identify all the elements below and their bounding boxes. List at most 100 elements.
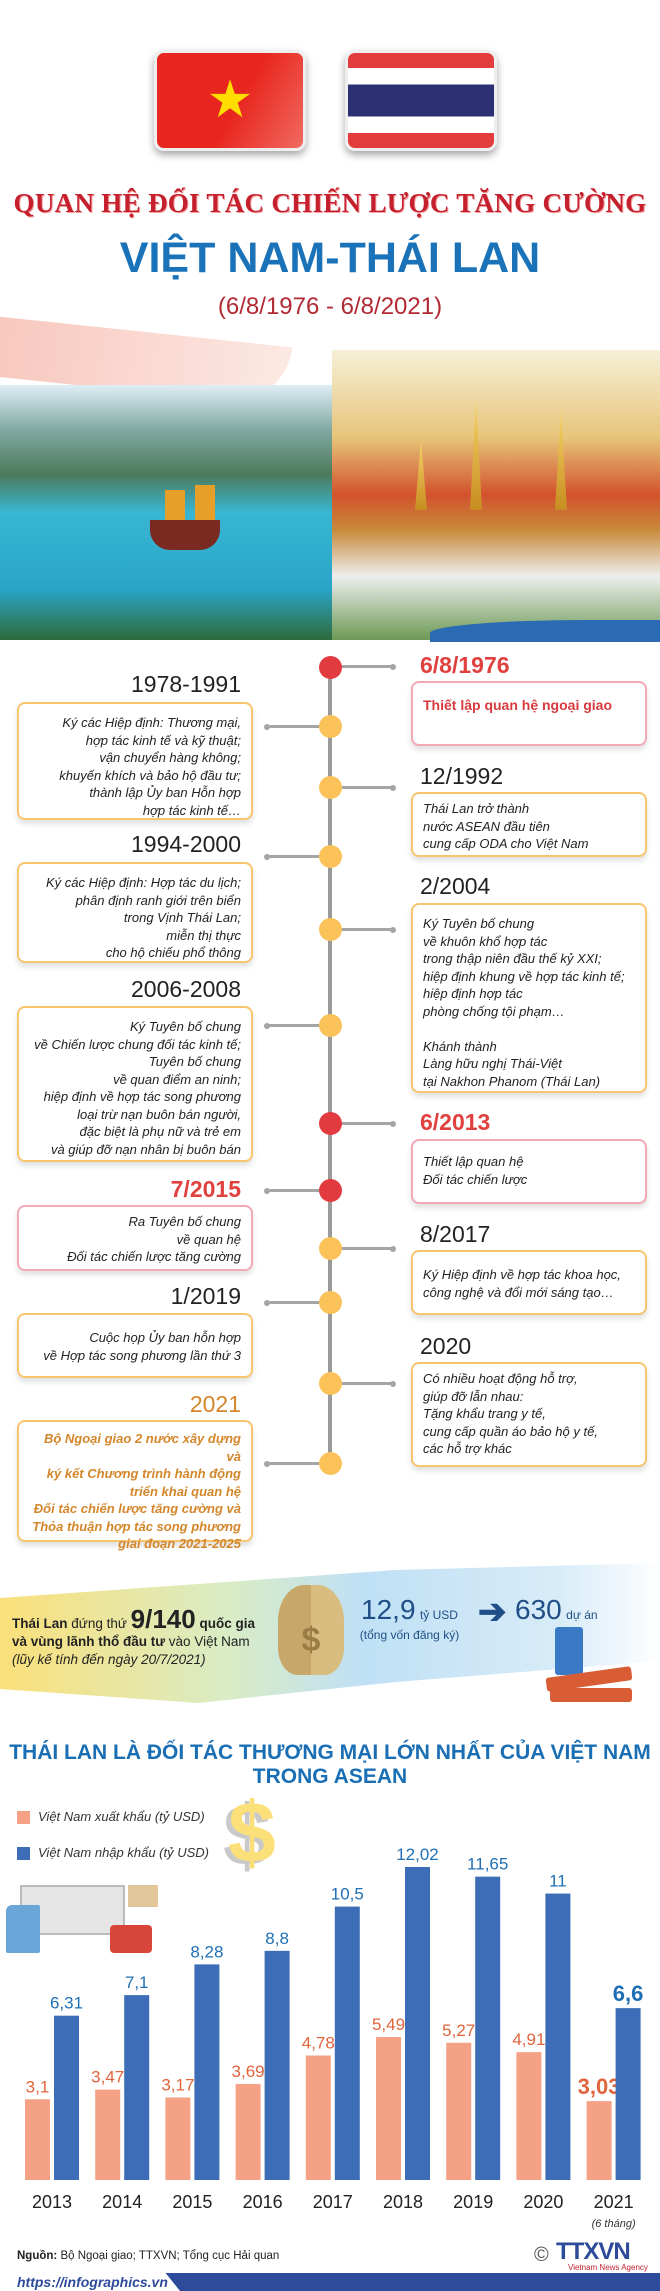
timeline-dot: [319, 1452, 342, 1475]
data-label: 3,17: [161, 2075, 194, 2094]
event-date: 1978-1991: [131, 671, 241, 697]
chart-title-line2: TRONG ASEAN: [252, 1765, 408, 1788]
forklift-icon: [110, 1925, 152, 1953]
money-bag-icon: $: [278, 1585, 344, 1675]
x-tick-note: (6 tháng): [592, 2218, 636, 2230]
data-label: 3,69: [232, 2062, 265, 2081]
event-date: 2021: [189, 1391, 241, 1417]
logo-subtitle: Vietnam News Agency: [568, 2263, 648, 2272]
boat-sail: [195, 485, 215, 520]
rank-prefix: đứng thứ: [71, 1616, 127, 1631]
capital-value: 12,9: [361, 1594, 416, 1625]
website-link[interactable]: https://infographics.vn: [17, 2274, 168, 2290]
event-box: Thiết lập quan hệ ngoại giao: [411, 681, 647, 746]
event-box: Thiết lập quan hệ Đối tác chiến lược: [411, 1139, 647, 1204]
x-tick-label: 2014: [102, 2192, 142, 2212]
bar-import: [54, 2015, 79, 2180]
capital-stat: 12,9 tỷ USD (tổng vốn đăng ký): [352, 1594, 467, 1644]
x-tick-label: 2013: [32, 2192, 72, 2212]
bar-import: [334, 1906, 360, 2180]
bar-import: [405, 1867, 430, 2180]
x-tick-label: 2016: [243, 2192, 283, 2212]
capital-unit: tỷ USD: [419, 1608, 458, 1622]
bar-export: [376, 2037, 401, 2180]
data-label: 5,27: [442, 2021, 475, 2040]
bar-import: [194, 1964, 220, 2180]
connector: [264, 853, 330, 860]
data-label: 4,91: [512, 2030, 545, 2049]
rank-value: 9/140: [130, 1604, 196, 1634]
projects-value: 630: [515, 1594, 562, 1625]
legend-swatch-export: [17, 1811, 30, 1824]
connector: [264, 1460, 330, 1467]
connector: [264, 1299, 330, 1306]
bar-import: [615, 2008, 641, 2180]
event-box: Thái Lan trở thành nước ASEAN đầu tiên c…: [411, 792, 647, 857]
data-label: 12,02: [396, 1845, 439, 1864]
data-label: 5,49: [372, 2015, 405, 2034]
event-date: 12/1992: [420, 763, 504, 789]
copyright-icon: ©: [534, 2244, 549, 2266]
connector: [264, 723, 330, 730]
timeline-dot: [319, 845, 342, 868]
connector: [330, 926, 396, 933]
thailand-flag: [345, 50, 497, 151]
page-title: VIỆT NAM-THÁI LAN: [119, 234, 541, 282]
connector: [330, 1380, 396, 1387]
vietnam-flag: ★: [154, 50, 306, 151]
connector: [264, 1187, 330, 1194]
data-label: 11,65: [467, 1855, 508, 1874]
data-label: 8,8: [265, 1929, 289, 1948]
rank-line2: vào Việt Nam: [168, 1634, 250, 1649]
timeline-dot: [319, 918, 342, 941]
data-label: 3,03: [578, 2074, 621, 2099]
event-date: 8/2017: [420, 1221, 491, 1247]
projects-stat: 630 dự án: [515, 1594, 598, 1626]
event-box: Ký Tuyên bố chung về khuôn khổ hợp tác t…: [411, 903, 647, 1093]
bar-export: [305, 2055, 331, 2180]
event-box: Ký Tuyên bố chung về Chiến lược chung đố…: [17, 1006, 253, 1162]
data-label: 3,47: [91, 2068, 124, 2087]
arrow-right-icon: ➔: [478, 1593, 507, 1631]
bar-export: [95, 2089, 121, 2180]
event-date: 1/2019: [170, 1283, 241, 1309]
bar-export: [235, 2083, 261, 2180]
title-line1: QUAN HỆ ĐỐI TÁC CHIẾN LƯỢC TĂNG CƯỜNG: [13, 188, 647, 218]
chart-title-line1: THÁI LAN LÀ ĐỐI TÁC THƯƠNG MẠI LỚN NHẤT …: [9, 1741, 651, 1764]
timeline-dot: [319, 1179, 342, 1202]
data-label: 10,5: [331, 1885, 364, 1904]
connector: [330, 663, 396, 670]
timeline-dot: [319, 1291, 342, 1314]
decorative-wave: [430, 620, 660, 642]
event-box: Ký Hiệp định về hợp tác khoa học, công n…: [411, 1250, 647, 1315]
country: Thái Lan: [12, 1616, 68, 1631]
event-box: Ra Tuyên bố chung về quan hệ Đối tác chi…: [17, 1205, 253, 1271]
bar-export: [516, 2052, 542, 2180]
star-icon: ★: [206, 70, 254, 129]
footer-bar: [0, 2273, 660, 2291]
event-box: Bộ Ngoại giao 2 nước xây dựng và ký kết …: [17, 1420, 253, 1551]
timeline-dot: [319, 656, 342, 679]
rank-line2-bold: và vùng lãnh thổ đầu tư: [12, 1634, 166, 1649]
event-date: 6/2013: [420, 1109, 491, 1135]
data-label: 7,1: [125, 1973, 149, 1992]
timeline-dot: [319, 1014, 342, 1037]
event-date: 6/8/1976: [420, 652, 510, 678]
event-box: Cuộc họp Ủy ban hỗn hợp về Hợp tác song …: [17, 1313, 253, 1378]
bar-import: [475, 1876, 501, 2180]
event-date: 2020: [420, 1333, 472, 1359]
rank-note: (lũy kế tính đến ngày 20/7/2021): [12, 1652, 206, 1667]
dollar-icon: $: [228, 1785, 276, 1881]
x-tick-label: 2020: [523, 2192, 563, 2212]
data-label: 6,6: [613, 1981, 644, 2006]
bar-export: [165, 2097, 191, 2180]
timeline-dot: [319, 1112, 342, 1135]
data-label: 11: [549, 1872, 567, 1891]
bar-import: [545, 1893, 571, 2180]
capital-note: (tổng vốn đăng ký): [359, 1628, 460, 1642]
bar-export: [586, 2101, 612, 2180]
connector: [330, 784, 396, 791]
binder-icon: [555, 1627, 583, 1675]
connector: [264, 1022, 330, 1029]
chart-title: THÁI LAN LÀ ĐỐI TÁC THƯƠNG MẠI LỚN NHẤT …: [0, 1741, 660, 1789]
